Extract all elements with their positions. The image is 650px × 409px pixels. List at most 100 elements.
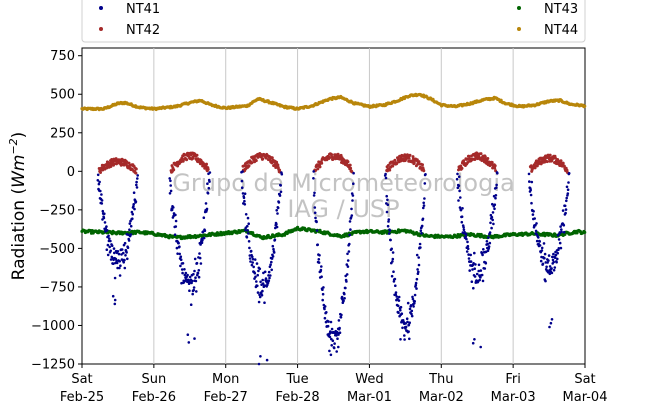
nt41-point [534, 229, 538, 233]
nt41-point [183, 273, 187, 277]
nt42-point [348, 163, 352, 167]
nt41-point [385, 194, 389, 198]
nt41-point [252, 265, 255, 269]
nt41-point [424, 173, 427, 176]
nt42-point [328, 156, 332, 159]
nt41-point [119, 264, 122, 268]
nt41-point [174, 213, 177, 217]
legend-label: NT43 [544, 2, 578, 17]
nt41-point [561, 209, 565, 212]
nt41-point [102, 216, 106, 220]
nt41-point [345, 273, 349, 276]
nt41-point [392, 270, 395, 274]
nt41-point [105, 229, 109, 232]
nt41-point [315, 229, 319, 232]
nt41-point [462, 226, 465, 229]
nt41-point [387, 218, 391, 221]
y-axis-title: Radiation (Wm−2) [7, 132, 29, 281]
legend-label: NT42 [126, 23, 160, 38]
nt42-point [172, 168, 176, 172]
nt42-point [316, 167, 320, 171]
nt41-point [460, 215, 464, 218]
nt41-point [457, 175, 461, 178]
nt41-point [176, 252, 179, 255]
nt41-point [538, 240, 541, 243]
nt41-point [408, 321, 412, 325]
nt41-point [348, 220, 352, 223]
nt41-point [316, 243, 320, 246]
nt41-point [106, 253, 110, 257]
nt42-point [206, 167, 210, 171]
nt41-point [331, 339, 335, 343]
nt41-point [323, 305, 327, 308]
nt41-point [103, 221, 107, 224]
nt41-point [411, 297, 415, 301]
legend-marker [517, 27, 521, 31]
nt41-point [535, 222, 538, 225]
nt41-point [414, 283, 418, 287]
nt41-point [254, 275, 257, 279]
nt41-point [474, 263, 477, 266]
nt42-point [247, 164, 251, 168]
nt41-point [467, 257, 471, 260]
watermark-text: Grupo de Micrometeorologia [172, 169, 514, 197]
nt41-point [467, 253, 470, 256]
nt41-point [346, 252, 349, 256]
nt41-point [131, 212, 134, 216]
nt41-point [553, 266, 557, 269]
nt41-point [385, 210, 389, 214]
nt41-point [277, 201, 281, 204]
nt43-point [251, 231, 255, 235]
nt41-point [115, 261, 119, 265]
nt41-point [411, 295, 414, 299]
nt41-point [106, 243, 110, 247]
nt41-point [193, 337, 196, 340]
nt41-point [275, 209, 279, 212]
nt41-point [352, 182, 355, 185]
nt41-point [407, 323, 411, 327]
nt41-point [494, 194, 498, 197]
nt41-point [243, 192, 247, 195]
nt41-point [268, 276, 271, 280]
nt41-point [393, 277, 397, 281]
nt41-point [487, 236, 490, 239]
nt42-point [408, 153, 412, 157]
nt41-point [126, 246, 130, 250]
nt41-point [112, 262, 115, 266]
nt41-point [349, 216, 353, 219]
nt41-point [130, 210, 134, 214]
nt41-point [544, 279, 547, 283]
nt41-point [495, 183, 498, 187]
nt41-point [465, 237, 468, 241]
nt41-point [188, 275, 192, 279]
nt41-point [466, 247, 470, 250]
nt41-point [192, 272, 195, 276]
nt41-point [187, 341, 191, 344]
nt41-point [244, 228, 247, 232]
nt41-point [468, 269, 472, 272]
nt41-point [123, 241, 127, 245]
nt41-point [346, 259, 350, 262]
nt41-point [197, 275, 201, 279]
nt41-point [124, 254, 127, 257]
nt41-point [314, 216, 317, 220]
nt41-point [196, 271, 200, 275]
nt41-point [125, 251, 128, 254]
nt41-point [550, 318, 554, 321]
nt41-point [401, 319, 405, 322]
nt42-point [493, 166, 497, 170]
nt41-point [461, 207, 464, 210]
nt41-point [191, 279, 194, 283]
nt41-point [347, 250, 351, 253]
nt41-point [397, 299, 401, 302]
y-axis: −1250 −1000 −750 −500 −250 0 250 500 750 [31, 49, 82, 373]
nt42-point [559, 159, 563, 163]
nt41-point [189, 303, 193, 307]
nt41-point [394, 291, 398, 294]
nt41-point [195, 290, 198, 293]
nt41-point [409, 304, 413, 307]
nt41-point [258, 293, 261, 297]
nt41-point [327, 320, 330, 323]
nt41-point [178, 252, 181, 256]
nt41-point [479, 276, 482, 279]
